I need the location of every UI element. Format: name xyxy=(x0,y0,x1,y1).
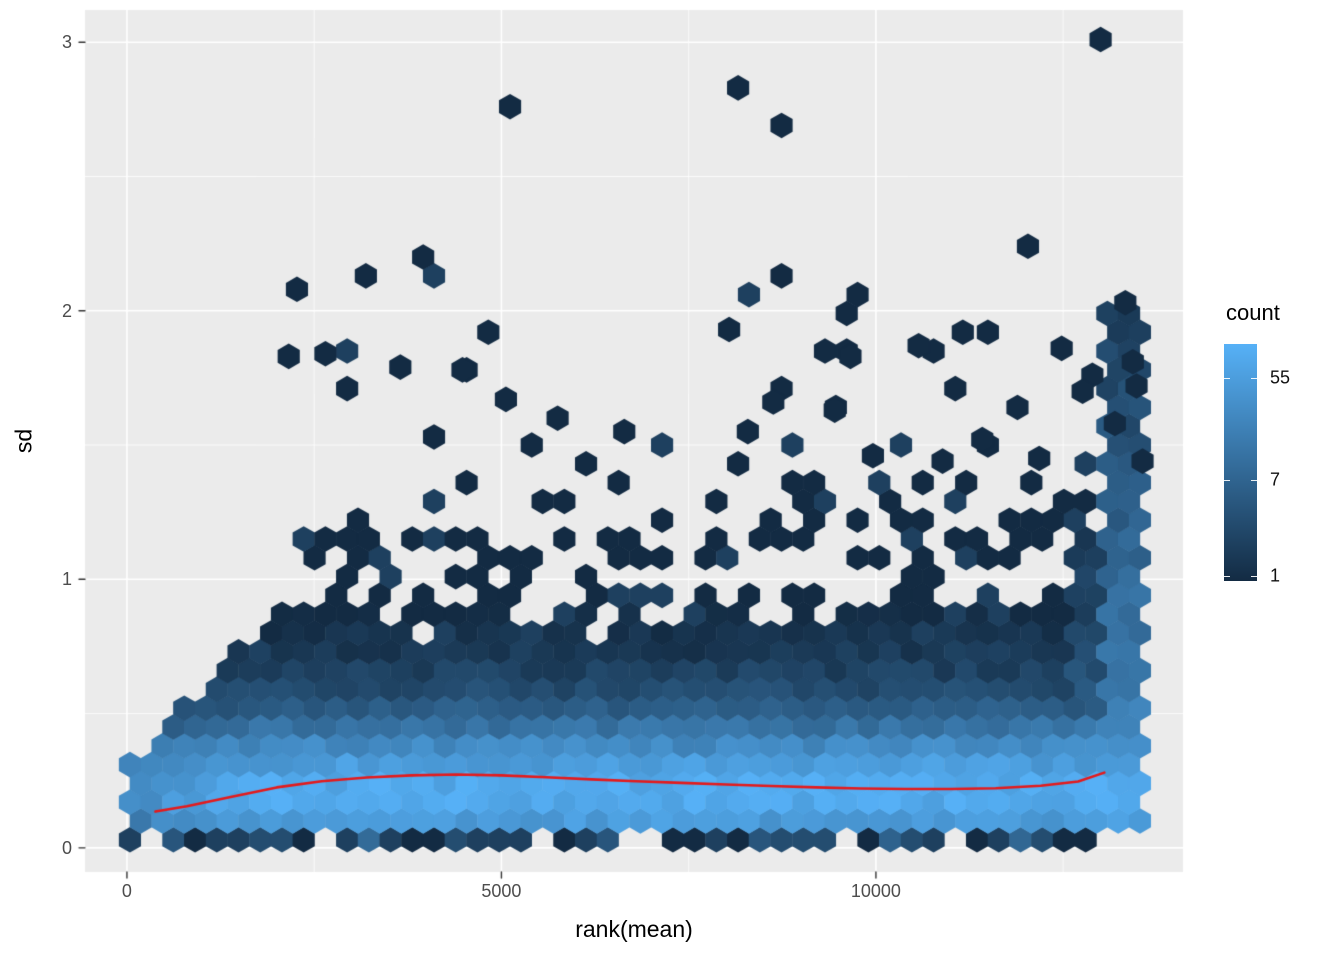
legend-colorbar-tick xyxy=(1251,575,1257,577)
legend-tick-label: 1 xyxy=(1270,565,1281,586)
legend: count 55 7 1 xyxy=(1224,300,1334,585)
legend-tick-label: 7 xyxy=(1270,469,1281,490)
legend-colorbar-tick xyxy=(1224,479,1230,481)
x-axis-title: rank(mean) xyxy=(575,916,693,942)
legend-tick-label: 55 xyxy=(1270,367,1291,388)
legend-title: count xyxy=(1226,300,1280,325)
legend-colorbar-tick xyxy=(1224,575,1230,577)
y-tick-label: 2 xyxy=(61,300,72,321)
x-tick-label: 5000 xyxy=(481,881,522,901)
legend-colorbar-tick xyxy=(1251,479,1257,481)
y-tick-label: 1 xyxy=(61,569,72,590)
legend-colorbar: 55 7 1 xyxy=(1224,344,1290,585)
x-tick-label: 0 xyxy=(121,881,132,901)
y-tick-label: 0 xyxy=(61,837,72,858)
legend-colorbar-tick xyxy=(1224,378,1230,380)
y-axis-title: sd xyxy=(10,428,37,454)
y-tick-label: 3 xyxy=(61,32,72,53)
legend-colorbar-tick xyxy=(1251,378,1257,380)
x-tick-label: 10000 xyxy=(850,881,901,901)
